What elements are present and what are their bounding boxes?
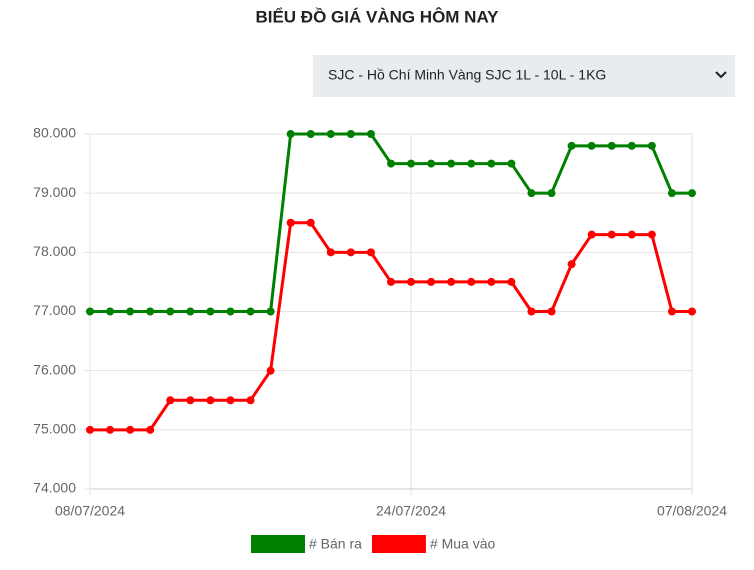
- legend-label: # Bán ra: [309, 536, 362, 552]
- point: [547, 189, 556, 198]
- y-tick-label: 76.000: [33, 361, 76, 377]
- point: [407, 277, 416, 286]
- point: [647, 141, 656, 150]
- point: [447, 159, 456, 168]
- point: [146, 307, 155, 316]
- point: [587, 141, 596, 150]
- point: [326, 130, 335, 138]
- y-tick-label: 74.000: [33, 480, 76, 496]
- point: [647, 230, 656, 239]
- point: [266, 307, 275, 316]
- point: [507, 159, 516, 168]
- selector-text[interactable]: SJC - Hồ Chí Minh Vàng SJC 1L - 10L - 1K…: [328, 67, 606, 83]
- point: [467, 159, 476, 168]
- point: [246, 307, 255, 316]
- point: [607, 141, 616, 150]
- series-line: [90, 221, 692, 432]
- point: [346, 130, 355, 138]
- point: [226, 307, 235, 316]
- point: [527, 307, 536, 316]
- point: [487, 277, 496, 286]
- y-tick-label: 78.000: [33, 243, 76, 259]
- y-tick-label: 75.000: [33, 421, 76, 437]
- point: [246, 396, 255, 405]
- y-tick-label: 79.000: [33, 184, 76, 200]
- point: [607, 230, 616, 239]
- point: [206, 307, 215, 316]
- point: [366, 130, 375, 138]
- point: [206, 396, 215, 405]
- legend-swatch: [371, 535, 426, 553]
- selector-arrow[interactable]: [715, 71, 727, 79]
- point: [266, 366, 275, 375]
- point: [106, 307, 115, 316]
- point: [126, 425, 135, 434]
- point: [186, 396, 195, 405]
- point: [126, 307, 135, 316]
- point: [407, 159, 416, 168]
- chart-title: BIỂU ĐỒ GIÁ VÀNG HÔM NAY: [255, 7, 499, 26]
- y-tick-label: 77.000: [33, 302, 76, 318]
- point: [106, 425, 115, 434]
- point: [86, 425, 94, 434]
- point: [688, 307, 696, 316]
- point: [366, 248, 375, 257]
- point: [487, 159, 496, 168]
- point: [567, 141, 576, 150]
- point: [166, 307, 175, 316]
- point: [688, 189, 696, 198]
- point: [627, 141, 636, 150]
- point: [86, 307, 94, 316]
- legend-swatch: [251, 535, 305, 553]
- point: [447, 277, 456, 286]
- point: [346, 248, 355, 257]
- point: [507, 277, 516, 286]
- point: [427, 277, 436, 286]
- point: [387, 277, 395, 286]
- point: [387, 159, 395, 168]
- point: [286, 218, 295, 227]
- point: [286, 130, 295, 138]
- point: [627, 230, 636, 239]
- x-tick-label: 24/07/2024: [376, 503, 446, 519]
- point: [527, 189, 536, 198]
- y-tick-label: 80.000: [33, 125, 76, 141]
- point: [547, 307, 556, 316]
- point: [306, 130, 315, 138]
- point: [186, 307, 195, 316]
- point: [427, 159, 436, 168]
- point: [667, 189, 676, 198]
- point: [326, 248, 335, 257]
- point: [587, 230, 596, 239]
- point: [467, 277, 476, 286]
- point: [226, 396, 235, 405]
- point: [306, 218, 315, 227]
- point: [166, 396, 175, 405]
- x-tick-label: 08/07/2024: [55, 503, 125, 519]
- point: [567, 260, 576, 269]
- x-tick-label: 07/08/2024: [657, 503, 727, 519]
- point: [667, 307, 676, 316]
- selector-box[interactable]: [313, 55, 735, 97]
- point: [146, 425, 155, 434]
- legend-label: # Mua vào: [430, 536, 496, 552]
